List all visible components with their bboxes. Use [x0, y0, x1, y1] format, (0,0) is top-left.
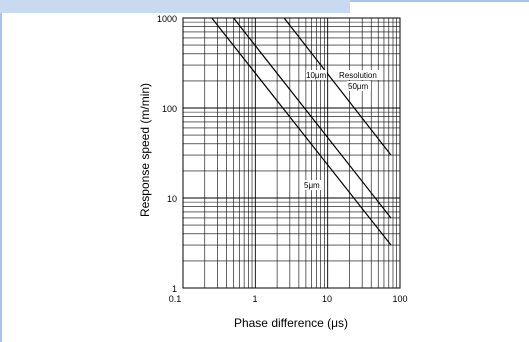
- plot-area: [182, 17, 401, 289]
- x-tick-label-10: 10: [322, 294, 332, 304]
- title-strip: [0, 0, 350, 13]
- y-tick-label-10: 10: [167, 194, 177, 204]
- x-tick-label-0.1: 0.1: [169, 294, 182, 304]
- annotation-bg: [347, 81, 371, 91]
- y-tick-label-1000: 1000: [157, 14, 177, 24]
- annotation-resolution: Resolution: [339, 71, 377, 80]
- annotation-10um: 10μm: [306, 71, 327, 80]
- annotations: 10μm Resolution 50μm 5μm: [303, 70, 382, 190]
- annotation-bg: [338, 70, 382, 80]
- annotation-bg: [303, 180, 323, 190]
- series-line-5m: [211, 17, 392, 246]
- series-line-50m: [283, 17, 392, 156]
- y-axis-label: Response speed (m/min): [138, 83, 152, 217]
- y-tick-label-1: 1: [172, 284, 177, 294]
- series-layer: [211, 17, 392, 246]
- grid: [183, 18, 400, 288]
- annotation-5um: 5μm: [304, 181, 320, 190]
- x-tick-label-1: 1: [252, 294, 257, 304]
- annotation-bg: [306, 70, 327, 80]
- y-tick-label-100: 100: [162, 104, 177, 114]
- annotation-50um: 50μm: [348, 82, 369, 91]
- x-axis-label: Phase difference (μs): [234, 316, 348, 330]
- series-line-10m: [233, 17, 392, 219]
- x-tick-label-100: 100: [392, 294, 407, 304]
